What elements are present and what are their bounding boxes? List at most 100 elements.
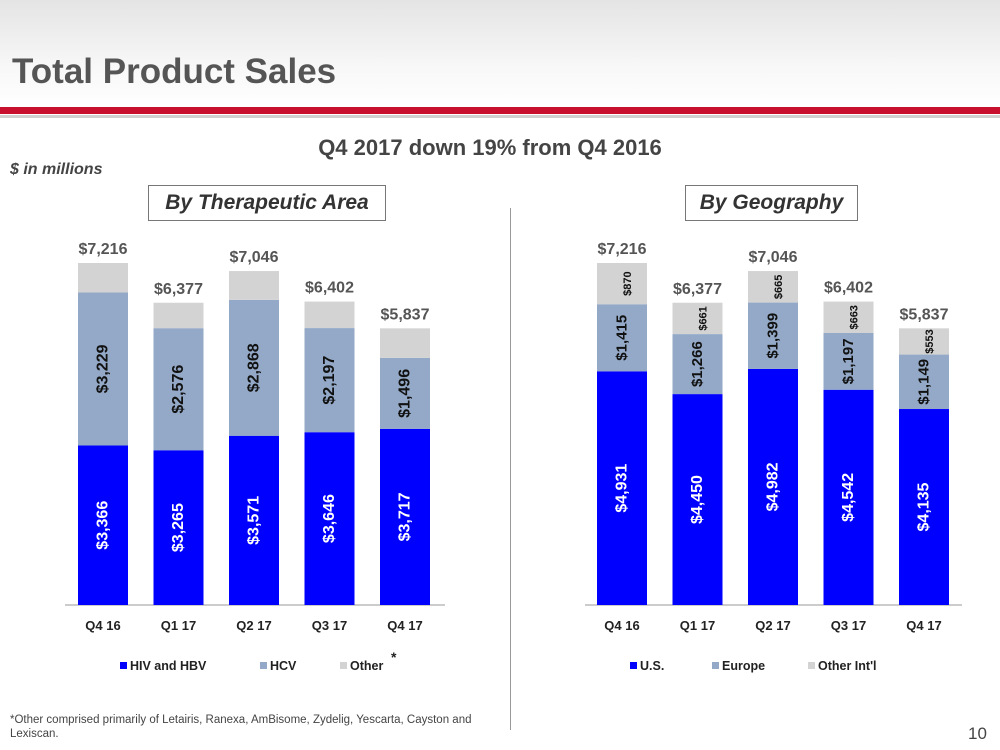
bar-segment bbox=[153, 328, 204, 451]
bar-segment bbox=[672, 394, 723, 605]
bar-segment bbox=[748, 368, 798, 605]
total-label: $6,402 bbox=[824, 280, 873, 297]
data-label: $4,931 bbox=[614, 464, 631, 513]
legend-label: HCV bbox=[270, 659, 297, 673]
data-label: $665 bbox=[773, 275, 785, 299]
data-label: $3,717 bbox=[397, 492, 414, 541]
data-label: $4,450 bbox=[689, 475, 706, 524]
bar-segment bbox=[597, 371, 647, 605]
x-tick-label: Q3 17 bbox=[312, 618, 347, 633]
chart-title-geography: By Geography bbox=[685, 185, 858, 221]
x-tick-label: Q1 17 bbox=[680, 618, 715, 633]
bar-segment bbox=[899, 328, 949, 355]
total-label: $7,046 bbox=[230, 249, 279, 266]
legend-swatch bbox=[630, 662, 637, 669]
data-label: $663 bbox=[849, 305, 861, 329]
chart-title-therapeutic: By Therapeutic Area bbox=[148, 185, 386, 221]
bar-segment bbox=[304, 432, 355, 605]
bar-segment bbox=[229, 435, 279, 605]
bar-segment bbox=[153, 450, 204, 605]
legend-swatch bbox=[340, 662, 347, 669]
bar-segment bbox=[672, 334, 723, 395]
total-label: $7,216 bbox=[598, 241, 647, 258]
data-label: $1,399 bbox=[765, 313, 782, 359]
bar-segment bbox=[78, 292, 128, 446]
x-tick-label: Q4 17 bbox=[387, 618, 422, 633]
bar-segment bbox=[823, 301, 874, 334]
total-label: $7,216 bbox=[79, 241, 128, 258]
total-label: $5,837 bbox=[900, 306, 949, 323]
page-number: 10 bbox=[968, 724, 987, 743]
data-label: $4,982 bbox=[765, 462, 782, 511]
legend-swatch bbox=[260, 662, 267, 669]
bar-segment bbox=[597, 263, 647, 305]
legend-label: Europe bbox=[722, 659, 765, 673]
bar-segment bbox=[748, 271, 798, 303]
data-label: $661 bbox=[698, 306, 710, 330]
bar-segment bbox=[78, 263, 128, 293]
total-label: $7,046 bbox=[749, 249, 798, 266]
page-title: Total Product Sales bbox=[12, 52, 337, 91]
total-label: $6,377 bbox=[673, 281, 722, 298]
legend-label: U.S. bbox=[640, 659, 664, 673]
x-tick-label: Q1 17 bbox=[161, 618, 196, 633]
vertical-divider bbox=[510, 208, 511, 730]
x-tick-label: Q3 17 bbox=[831, 618, 866, 633]
legend-swatch bbox=[808, 662, 815, 669]
total-label: $6,377 bbox=[154, 281, 203, 298]
units-label: $ in millions bbox=[10, 161, 103, 178]
legend-swatch bbox=[120, 662, 127, 669]
footnote: *Other comprised primarily of Letairis, … bbox=[10, 714, 472, 740]
data-label: $2,197 bbox=[321, 356, 338, 405]
data-label: $3,646 bbox=[321, 494, 338, 543]
legend-label: Other bbox=[350, 659, 383, 673]
data-label: $553 bbox=[924, 329, 936, 353]
bar-segment bbox=[748, 302, 798, 369]
data-label: $1,496 bbox=[397, 369, 414, 418]
total-label: $6,402 bbox=[305, 280, 354, 297]
data-label: $2,576 bbox=[170, 365, 187, 414]
x-tick-label: Q2 17 bbox=[755, 618, 790, 633]
data-label: $1,197 bbox=[840, 338, 857, 384]
data-label: $4,135 bbox=[916, 482, 933, 531]
x-tick-label: Q4 16 bbox=[85, 618, 120, 633]
bar-segment bbox=[380, 428, 430, 605]
slide-subtitle: Q4 2017 down 19% from Q4 2016 bbox=[318, 135, 662, 160]
bar-segment bbox=[229, 271, 279, 300]
bar-segment bbox=[823, 333, 874, 390]
data-label: $3,229 bbox=[95, 344, 112, 393]
bar-segment bbox=[380, 357, 430, 429]
data-label: $1,415 bbox=[614, 315, 631, 361]
grey-divider bbox=[0, 115, 1000, 118]
x-tick-label: Q4 16 bbox=[604, 618, 639, 633]
red-divider bbox=[0, 107, 1000, 114]
data-label: $3,265 bbox=[170, 503, 187, 552]
legend-label: Other Int'l bbox=[818, 659, 877, 673]
x-tick-label: Q4 17 bbox=[906, 618, 941, 633]
bar-segment bbox=[823, 389, 874, 605]
bar-segment bbox=[304, 301, 355, 329]
data-label: $1,266 bbox=[689, 341, 706, 387]
bar-segment bbox=[304, 328, 355, 433]
data-label: $4,542 bbox=[840, 473, 857, 522]
legend-swatch bbox=[712, 662, 719, 669]
bar-segment bbox=[672, 302, 723, 335]
data-label: $2,868 bbox=[246, 343, 263, 392]
data-label: $3,366 bbox=[95, 501, 112, 550]
x-tick-label: Q2 17 bbox=[236, 618, 271, 633]
bar-segment bbox=[899, 354, 949, 410]
legend-asterisk: * bbox=[391, 649, 397, 665]
bar-segment bbox=[229, 299, 279, 436]
total-label: $5,837 bbox=[381, 306, 430, 323]
header-band bbox=[0, 0, 1000, 108]
legend-label: HIV and HBV bbox=[130, 659, 207, 673]
data-label: $3,571 bbox=[246, 496, 263, 545]
bar-segment bbox=[153, 302, 204, 329]
data-label: $1,149 bbox=[916, 359, 933, 405]
bar-segment bbox=[380, 328, 430, 358]
bar-segment bbox=[597, 304, 647, 372]
data-label: $870 bbox=[622, 271, 634, 295]
bar-segment bbox=[78, 445, 128, 605]
bar-segment bbox=[899, 409, 949, 605]
